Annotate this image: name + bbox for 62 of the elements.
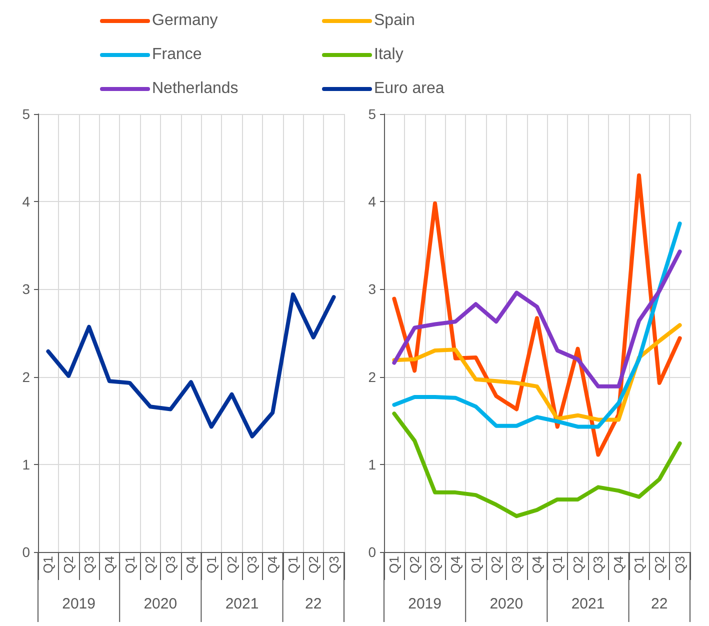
- text: 2021: [571, 596, 605, 612]
- y-tick-label: 2: [368, 368, 376, 385]
- x-tick-label: Q3: [428, 556, 442, 574]
- y-tick-label: 1: [22, 456, 30, 472]
- x-tick-label: Q1: [204, 556, 219, 574]
- line-series: [392, 323, 682, 422]
- text: 2020: [490, 596, 524, 612]
- x-tick-label: Q3: [244, 556, 260, 574]
- x-tick-label: Q2: [652, 556, 667, 574]
- x-tick-label: Q2: [61, 556, 76, 574]
- x-tick-label: Q2: [488, 556, 504, 574]
- line-series: [46, 292, 336, 438]
- x-tick-label: Q1: [122, 556, 138, 574]
- y-tick-label: 1: [368, 456, 376, 472]
- x-tick-label: Q1: [286, 556, 300, 574]
- x-tick-label: Q1: [632, 556, 646, 574]
- x-tick-label: Q4: [530, 556, 544, 574]
- x-tick-label: Q3: [82, 556, 96, 574]
- legend-label: Euro area: [374, 80, 444, 98]
- y-tick-label: 3: [368, 281, 376, 298]
- text: 2020: [144, 596, 178, 612]
- x-tick-label: Q1: [468, 556, 484, 574]
- legend-label: France: [152, 46, 202, 64]
- text: 22: [305, 596, 322, 612]
- x-tick-label: Q4: [184, 556, 198, 574]
- text: 22: [651, 596, 668, 612]
- y-tick-label: 4: [368, 194, 376, 210]
- y-tick-label: 0: [368, 544, 376, 560]
- y-tick-label: 5: [22, 106, 30, 122]
- x-tick-label: Q3: [509, 556, 524, 574]
- legend-label: Spain: [374, 12, 415, 30]
- x-tick-label: Q1: [386, 556, 402, 574]
- x-tick-label: Q2: [224, 556, 240, 574]
- x-tick-label: Q2: [407, 556, 422, 574]
- x-tick-label: Q3: [163, 556, 178, 574]
- legend-label: Germany: [152, 12, 218, 30]
- x-tick-label: Q3: [590, 556, 606, 574]
- x-tick-label: Q4: [265, 556, 280, 574]
- line-series: [392, 412, 682, 518]
- y-tick-label: 4: [22, 194, 30, 210]
- x-tick-label: Q3: [672, 556, 688, 574]
- line-series: [392, 250, 682, 388]
- x-tick-label: Q4: [611, 556, 626, 574]
- text: 2019: [62, 596, 96, 612]
- y-tick-label: 2: [22, 368, 30, 385]
- text: 2021: [225, 596, 259, 612]
- legend-label: Netherlands: [152, 80, 238, 98]
- x-tick-label: Q1: [40, 556, 56, 574]
- line-series: [392, 173, 682, 457]
- x-tick-label: Q1: [550, 556, 565, 574]
- y-tick-label: 0: [22, 544, 30, 560]
- x-tick-label: Q4: [102, 556, 117, 574]
- y-tick-label: 5: [368, 106, 376, 122]
- x-tick-label: Q2: [306, 556, 321, 574]
- text: 2019: [408, 596, 442, 612]
- x-tick-label: Q4: [448, 556, 463, 574]
- line-series: [392, 222, 682, 429]
- y-tick-label: 3: [22, 281, 30, 298]
- x-tick-label: Q2: [142, 556, 158, 574]
- x-tick-label: Q3: [326, 556, 342, 574]
- x-tick-label: Q2: [570, 556, 586, 574]
- legend-label: Italy: [374, 46, 404, 64]
